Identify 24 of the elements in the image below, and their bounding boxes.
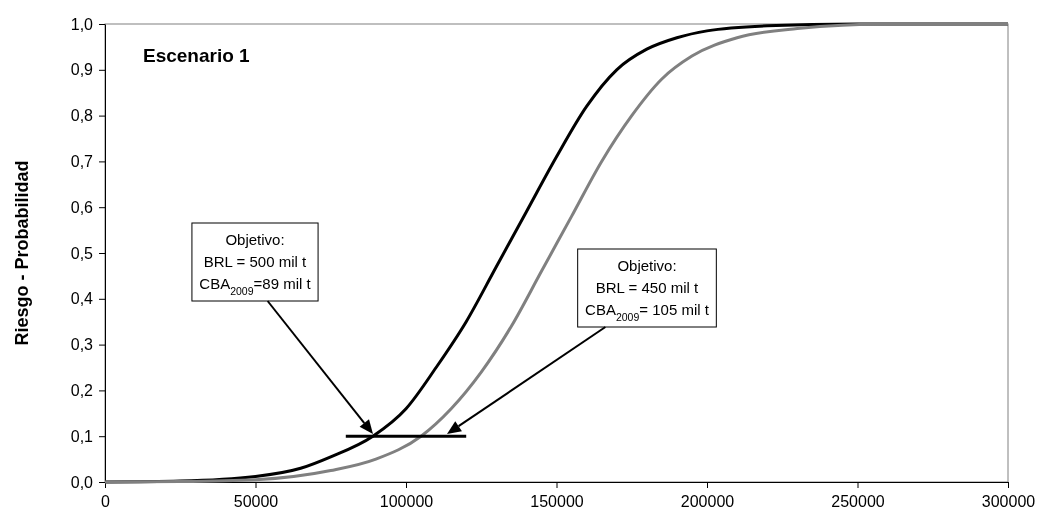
callout-box: Objetivo: BRL = 450 mil t CBA$_{2009}$= 105 mil t	[447, 248, 717, 434]
annotation: Objetivo: BRL = 450 mil t CBA$_{2009}$= 105 mil t	[585, 257, 710, 323]
y-tick-label: 0,7	[70, 153, 94, 171]
text: Escenario 1	[143, 45, 251, 66]
x-tick-label: 150000	[530, 493, 584, 511]
x-tick-label: 300000	[981, 493, 1036, 511]
y-tick-label: 0,1	[70, 427, 94, 445]
y-axis-title: Riesgo - Probabilidad	[12, 160, 32, 346]
y-tick-label: 0,2	[70, 382, 94, 400]
y-tick-label: 0,3	[70, 336, 94, 354]
y-tick-label: 0,5	[70, 244, 94, 262]
y-tick-label: 0,9	[70, 61, 94, 79]
x-tick-label: 0	[101, 493, 111, 511]
y-tick-label: 0,4	[70, 290, 94, 308]
y-tick-label: 0,0	[70, 473, 94, 491]
x-tick-label: 50000	[233, 493, 279, 511]
x-tick-label: 100000	[379, 493, 434, 511]
x-tick-label: 250000	[831, 493, 885, 511]
y-tick-label: 1,0	[70, 15, 94, 33]
y-tick-label: 0,8	[70, 107, 94, 125]
x-tick-label: 200000	[680, 493, 735, 511]
y-tick-label: 0,6	[70, 198, 94, 216]
annotation: Objetivo: BRL = 500 mil t CBA$_{2009}$=89 mil t	[199, 231, 312, 297]
callout-box: Objetivo: BRL = 500 mil t CBA$_{2009}$=89 mil t	[191, 222, 373, 434]
